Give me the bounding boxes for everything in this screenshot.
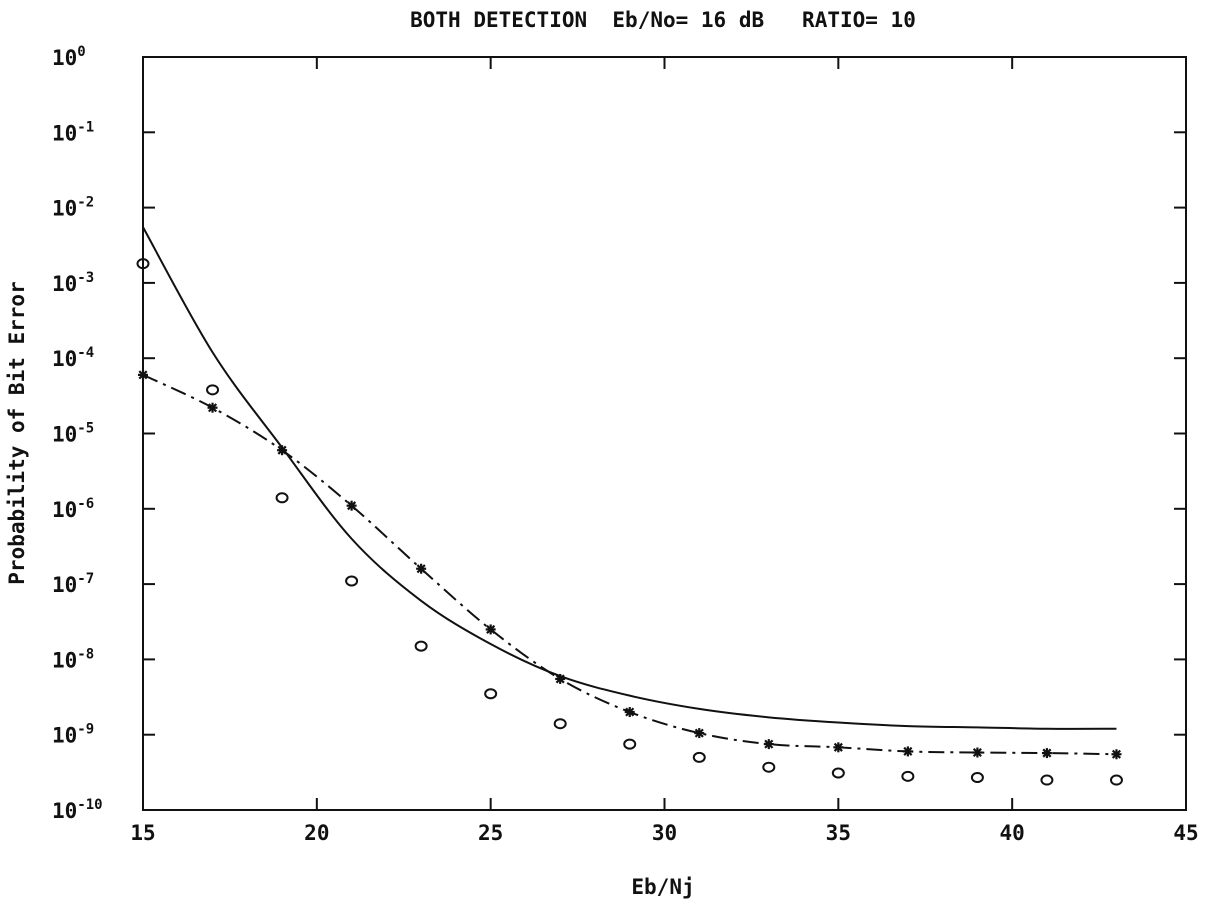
x-tick-label: 35 xyxy=(826,821,851,845)
series-0-line xyxy=(142,226,1117,730)
asterisk-marker xyxy=(624,707,635,718)
chart-title: BOTH DETECTION Eb/No= 16 dB RATIO= 10 xyxy=(410,8,916,32)
circle-marker xyxy=(136,258,150,270)
asterisk-marker xyxy=(1111,749,1122,760)
asterisk-marker xyxy=(833,742,844,753)
circle-marker xyxy=(484,688,498,700)
y-tick-label: 10-10 xyxy=(52,797,103,823)
y-tick-exponent: -3 xyxy=(77,270,94,286)
circle-marker xyxy=(1040,774,1054,786)
asterisk-marker xyxy=(485,624,496,635)
x-tick-label: 45 xyxy=(1173,821,1198,845)
y-tick-exponent: -6 xyxy=(77,496,94,512)
y-tick-exponent: -9 xyxy=(77,722,94,738)
y-tick-base: 10 xyxy=(52,724,77,748)
asterisk-marker xyxy=(346,500,357,511)
y-tick-label: 10-9 xyxy=(52,722,94,748)
y-tick-exponent: -10 xyxy=(77,797,102,813)
circle-marker xyxy=(553,718,567,730)
y-tick-label: 10-3 xyxy=(52,270,94,296)
x-tick-label: 40 xyxy=(1000,821,1025,845)
circle-marker xyxy=(345,575,359,587)
circle-marker xyxy=(970,772,984,784)
y-tick-exponent: -7 xyxy=(77,571,94,587)
circle-marker xyxy=(692,751,706,763)
x-axis-label: Eb/Nj xyxy=(631,875,694,899)
y-tick-base: 10 xyxy=(52,121,77,145)
y-tick-label: 10-5 xyxy=(52,421,94,447)
y-tick-exponent: 0 xyxy=(77,44,85,60)
y-tick-base: 10 xyxy=(52,498,77,522)
asterisk-marker xyxy=(416,563,427,574)
circle-marker xyxy=(623,738,637,750)
y-tick-label: 10-1 xyxy=(52,119,94,145)
y-tick-exponent: -2 xyxy=(77,195,94,211)
y-tick-label: 10-4 xyxy=(52,345,94,371)
y-tick-base: 10 xyxy=(52,573,77,597)
y-tick-base: 10 xyxy=(52,347,77,371)
circle-marker xyxy=(901,770,915,782)
y-tick-base: 10 xyxy=(52,423,77,447)
plot-frame xyxy=(142,56,1187,811)
y-tick-base: 10 xyxy=(52,272,77,296)
asterisk-marker xyxy=(694,728,705,739)
y-tick-exponent: -4 xyxy=(77,345,94,361)
x-tick-label: 25 xyxy=(478,821,503,845)
series-1-line xyxy=(142,374,1117,756)
circle-marker xyxy=(414,640,428,652)
y-tick-label: 100 xyxy=(52,44,86,70)
asterisk-marker xyxy=(555,673,566,684)
x-tick-label: 30 xyxy=(652,821,677,845)
asterisk-marker xyxy=(1041,748,1052,759)
series-layer xyxy=(136,226,1123,786)
circle-marker xyxy=(831,767,845,779)
y-tick-label: 10-2 xyxy=(52,195,94,221)
circle-marker xyxy=(206,384,220,396)
x-tick-label: 15 xyxy=(130,821,155,845)
asterisk-marker xyxy=(138,369,148,380)
y-axis-label: Probability of Bit Error xyxy=(5,281,29,584)
asterisk-marker xyxy=(902,746,913,757)
y-tick-labels: 10010-110-210-310-410-510-610-710-810-91… xyxy=(52,44,103,823)
x-tick-labels: 15 20 25 30 35 40 45 xyxy=(130,821,1198,845)
y-tick-base: 10 xyxy=(52,648,77,672)
x-tick-label: 20 xyxy=(304,821,329,845)
circle-marker xyxy=(1109,774,1123,786)
y-tick-base: 10 xyxy=(52,46,77,70)
circle-marker xyxy=(275,492,289,504)
y-tick-exponent: -5 xyxy=(77,421,94,437)
y-tick-label: 10-7 xyxy=(52,571,94,597)
y-tick-base: 10 xyxy=(52,799,77,823)
y-tick-label: 10-6 xyxy=(52,496,94,522)
asterisk-marker xyxy=(763,739,774,750)
y-tick-exponent: -8 xyxy=(77,646,94,662)
y-tick-exponent: -1 xyxy=(77,119,94,135)
y-tick-base: 10 xyxy=(52,197,77,221)
asterisk-marker xyxy=(277,445,288,456)
asterisk-marker xyxy=(972,747,983,758)
y-tick-label: 10-8 xyxy=(52,646,94,672)
ticks-layer xyxy=(142,56,1187,811)
circle-marker xyxy=(762,761,776,773)
asterisk-marker xyxy=(207,402,218,413)
